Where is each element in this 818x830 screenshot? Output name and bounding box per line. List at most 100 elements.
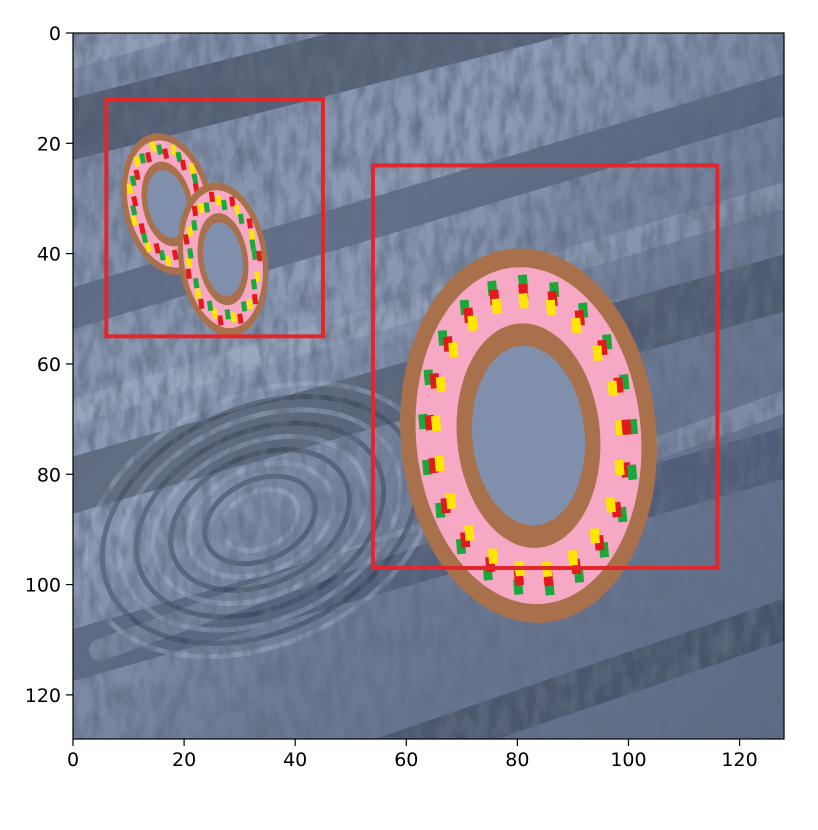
sprinkle: [448, 342, 459, 358]
donut: [177, 182, 269, 336]
sprinkle: [164, 255, 172, 267]
sprinkle: [246, 298, 253, 310]
sprinkle: [249, 239, 256, 250]
sprinkle: [185, 257, 193, 269]
y-tick-label: 60: [37, 354, 61, 376]
sprinkle: [518, 293, 529, 309]
axes-frame: [72, 32, 785, 740]
sprinkle: [234, 204, 241, 216]
sprinkle: [131, 195, 139, 207]
sprinkle: [206, 300, 214, 312]
bounding-box: [104, 97, 325, 339]
sprinkle: [614, 459, 625, 476]
sprinkle: [138, 223, 146, 234]
sprinkle: [191, 205, 199, 217]
sprinkle: [130, 204, 138, 216]
sprinkle: [191, 220, 198, 231]
y-tick-label: 100: [25, 575, 61, 597]
sprinkle: [251, 293, 259, 305]
sprinkle: [133, 156, 141, 167]
sprinkle: [179, 159, 187, 171]
sprinkle: [203, 202, 211, 213]
sprinkle: [187, 248, 194, 259]
sprinkle: [188, 163, 196, 175]
sprinkle: [194, 288, 202, 299]
sprinkle: [434, 455, 445, 472]
sprinkle: [621, 419, 632, 436]
sprinkle: [211, 308, 218, 319]
sprinkle: [545, 299, 557, 316]
sprinkle: [185, 268, 192, 280]
y-axis: 0 20 40 60 80 100 120: [25, 23, 73, 707]
sprinkle: [254, 271, 261, 283]
sprinkle: [193, 277, 200, 289]
sprinkle: [487, 548, 498, 564]
sprinkle: [162, 148, 170, 160]
sprinkle: [627, 464, 638, 481]
sprinkle: [256, 250, 263, 262]
sprinkle: [230, 312, 238, 323]
sprinkle: [464, 525, 475, 541]
x-tick-label: 40: [283, 749, 307, 771]
bounding-box: [370, 163, 720, 571]
sprinkle: [186, 226, 194, 237]
sprinkle: [238, 213, 245, 225]
sprinkle: [183, 234, 190, 245]
x-tick-label: 100: [610, 749, 646, 771]
donuts-layer: [121, 133, 657, 623]
sprinkle: [589, 527, 600, 544]
sprinkle: [144, 241, 152, 253]
sprinkle: [224, 309, 231, 320]
sprinkle: [445, 493, 457, 510]
sprinkle: [171, 249, 179, 261]
sprinkle: [221, 199, 228, 211]
sprinkle: [491, 298, 502, 315]
sprinkle: [141, 232, 149, 244]
y-tick-label: 80: [37, 464, 61, 486]
donut: [400, 248, 657, 623]
sprinkle: [149, 141, 157, 153]
y-tick-label: 120: [25, 685, 61, 707]
sprinkle: [431, 415, 442, 432]
sprinkle: [197, 202, 205, 214]
sprinkle: [240, 301, 248, 312]
sprinkle: [571, 317, 582, 334]
x-tick-label: 20: [172, 749, 196, 771]
y-tick-label: 40: [37, 244, 61, 266]
sprinkle: [175, 151, 183, 163]
x-axis: 0 20 40 60 80 100 120: [67, 739, 758, 771]
sprinkle: [130, 214, 138, 226]
sprinkle: [139, 152, 147, 164]
sprinkle: [156, 144, 164, 155]
sprinkle: [246, 218, 253, 229]
x-tick-label: 80: [505, 749, 529, 771]
sprinkle: [133, 169, 141, 181]
sprinkle: [215, 194, 222, 206]
sprinkle: [467, 315, 478, 332]
sprinkle: [435, 376, 446, 393]
sprinkle: [567, 550, 579, 566]
sprinkle: [129, 175, 137, 187]
sprinkle: [208, 191, 216, 203]
sprinkle: [217, 315, 224, 326]
sprinkle: [191, 173, 199, 184]
sprinkle: [153, 242, 161, 254]
sprinkle: [229, 196, 236, 207]
x-tick-label: 60: [394, 749, 418, 771]
sprinkle: [592, 345, 603, 362]
bounding-boxes: [104, 97, 720, 571]
sprinkle: [248, 228, 256, 240]
x-tick-label: 120: [721, 749, 757, 771]
sprinkle: [237, 313, 244, 325]
sprinkle: [170, 144, 177, 156]
y-tick-label: 20: [37, 133, 61, 155]
sprinkle: [145, 151, 153, 163]
sprinkle: [607, 380, 618, 397]
sprinkle: [250, 279, 258, 290]
sprinkle: [605, 496, 616, 513]
sprinkle: [198, 298, 205, 310]
y-tick-label: 0: [49, 23, 61, 45]
x-tick-label: 0: [67, 749, 79, 771]
